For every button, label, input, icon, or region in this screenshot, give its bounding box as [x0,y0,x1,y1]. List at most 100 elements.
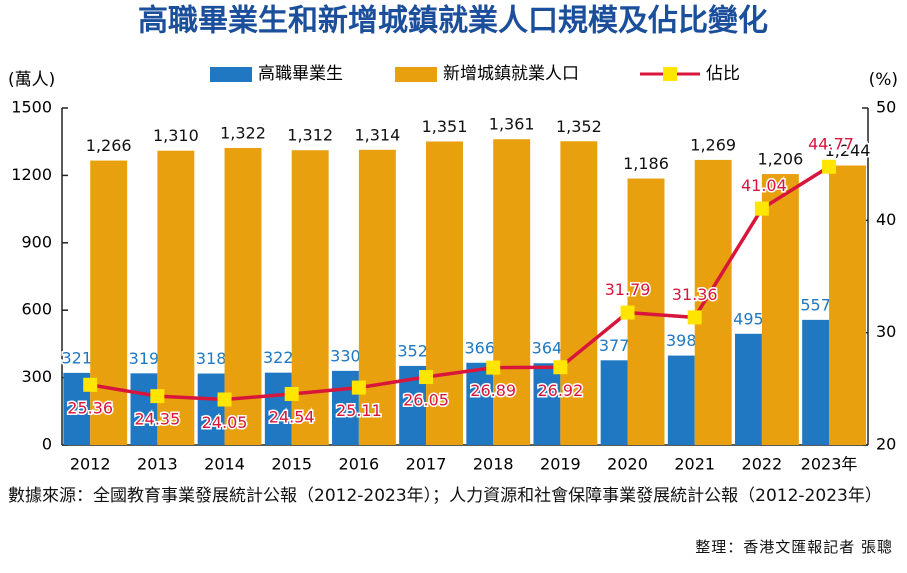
data-label: 41.04 [741,176,787,195]
data-label: 26.05 [403,391,449,410]
data-label: 24.35 [134,410,180,429]
data-label: 1,322 [220,123,266,142]
chart: 高職畢業生和新增城鎮就業人口規模及佔比變化 (萬人) (%) 0 300 600 90… [8,4,898,474]
y2-tick-label: 50 [876,98,896,117]
bar [829,165,866,446]
x-tick-label: 2017 [406,455,447,474]
data-label: 44.77 [808,134,854,153]
y-tick-label: 1500 [11,98,52,117]
legend-label: 佔比 [706,64,740,84]
y-tick-label: 0 [42,435,52,454]
line [89,165,830,402]
bar [466,362,494,445]
data-label: 26.92 [537,381,583,400]
bar [533,363,561,445]
x-tick-label: 2020 [607,455,648,474]
data-label: 318 [196,349,227,368]
y-tick-label: 1200 [11,165,52,184]
line-marker [217,392,232,407]
line-marker [486,360,501,375]
bar [667,355,695,445]
x-tick-label: 2023年 [801,455,858,474]
data-label: 398 [666,331,697,350]
data-label: 1,186 [623,154,669,173]
y-tick-label: 600 [21,300,52,319]
x-tick-label: 2013 [137,455,178,474]
x-tick-label: 2012 [70,455,111,474]
line-marker [754,201,769,216]
x-tick-label: 2022 [742,455,783,474]
y2-tick-label: 20 [876,435,896,454]
y2-axis-label: (%) [869,70,898,90]
x-tick-label: 2021 [674,455,715,474]
data-label: 1,361 [489,115,535,134]
data-label: 330 [330,346,361,365]
y-tick-label: 300 [21,367,52,386]
bar [761,174,799,445]
source-note: 數據來源：全國教育事業發展統計公報（2012-2023年）；人力資源和社會保障事… [8,486,882,506]
y-tick-label: 900 [21,232,52,251]
data-label: 1,352 [556,117,602,136]
data-label: 25.36 [67,398,113,417]
data-label: 366 [465,338,496,357]
line-marker [553,360,568,375]
legend-swatch [395,67,437,82]
credit: 整理：香港文匯報記者 張聰 [695,538,893,556]
data-label: 352 [397,341,428,360]
bar [197,373,225,445]
y2-tick-label: 30 [876,322,896,341]
x-tick-label: 2014 [204,455,245,474]
x-tick-label: 2018 [473,455,514,474]
line-marker [687,310,702,325]
data-label: 1,269 [690,135,736,154]
data-label: 31.79 [605,280,651,299]
data-label: 319 [129,349,160,368]
data-label: 1,266 [86,136,132,155]
x-tick-label: 2016 [339,455,380,474]
data-label: 557 [800,295,831,314]
x-tick-label: 2019 [540,455,581,474]
data-label: 25.11 [336,401,382,420]
data-label: 26.89 [470,381,516,400]
y-axis-label: (萬人) [8,70,55,90]
bar [426,141,463,445]
data-label: 24.54 [269,408,315,427]
bar [802,319,830,445]
bar [90,160,128,445]
line-marker [351,380,366,395]
data-label: 1,312 [287,126,333,145]
data-label: 1,206 [757,150,803,169]
bar [735,333,762,445]
legend-label: 高職畢業生 [258,64,343,84]
line-marker [822,159,837,174]
line-marker [284,387,299,402]
line-marker [620,305,635,320]
line-marker [419,370,434,385]
data-label: 1,310 [153,126,199,145]
bar [358,149,396,445]
chart-title: 高職畢業生和新增城鎮就業人口規模及佔比變化 [138,4,768,39]
bar [694,159,732,445]
data-label: 364 [532,339,563,358]
bar [130,373,158,445]
bar [264,372,292,445]
legend-swatch [210,67,252,82]
bar [493,139,531,445]
data-label: 1,314 [354,125,400,144]
data-label: 24.05 [202,413,248,432]
x-tick-label: 2015 [271,455,312,474]
y2-tick-label: 40 [876,210,896,229]
data-label: 495 [733,309,764,328]
data-label: 1,244 [825,141,871,160]
bar [560,141,598,445]
line-marker [150,389,165,404]
bar [600,360,628,445]
legend-marker [663,67,677,81]
data-label: 322 [263,348,294,367]
legend-label: 新增城鎮就業人口 [443,64,579,84]
data-label: 31.36 [672,285,718,304]
line-marker [83,377,98,392]
data-label: 377 [599,336,630,355]
data-label: 321 [62,348,93,367]
